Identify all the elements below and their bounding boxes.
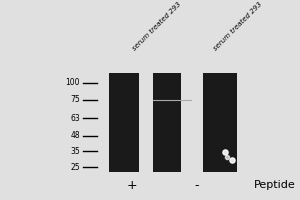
Text: Peptide: Peptide [254,180,296,190]
Bar [203,73,237,172]
Text: 100: 100 [65,78,80,87]
Text: 35: 35 [70,147,80,156]
Text: +: + [126,179,137,192]
Bar [109,73,139,172]
Text: serum treated 293: serum treated 293 [132,1,182,52]
Text: -: - [194,179,199,192]
Bar [181,73,203,172]
Text: serum treated 293: serum treated 293 [213,1,264,52]
Text: 48: 48 [70,131,80,140]
Point [225,155,230,158]
Point [230,158,234,162]
Point [222,150,227,153]
Text: 63: 63 [70,114,80,123]
Text: 75: 75 [70,95,80,104]
Bar [153,73,181,172]
Text: 25: 25 [70,163,80,172]
